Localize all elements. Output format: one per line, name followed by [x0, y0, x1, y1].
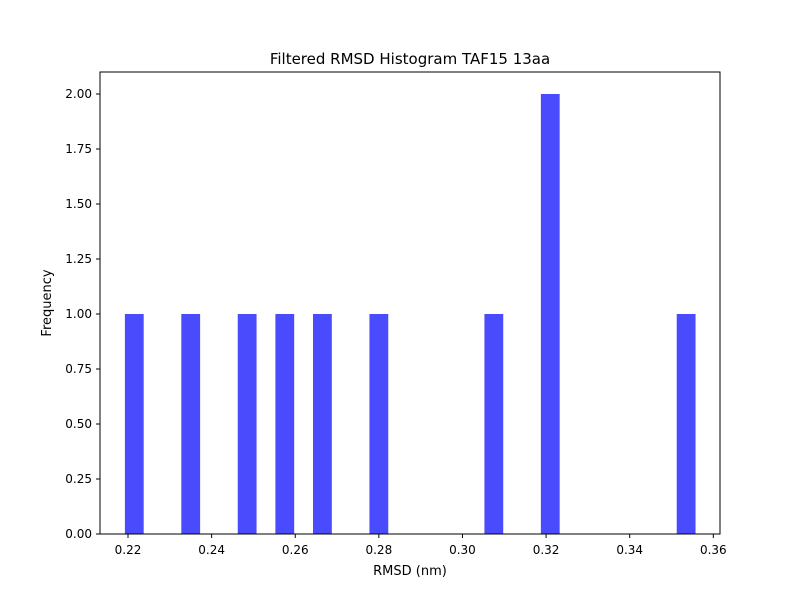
x-axis-ticks: 0.22 0.24 0.26 0.28 0.30 0.32 0.34 0.36: [115, 534, 727, 557]
histogram-bar-4: [313, 314, 332, 534]
y-tick-label-5: 1.25: [65, 252, 92, 266]
y-axis-label: Frequency: [40, 269, 55, 336]
bars-group: [124, 94, 696, 534]
y-tick-label-3: 0.75: [65, 362, 92, 376]
x-tick-label-7: 0.36: [700, 543, 727, 557]
y-axis-ticks: 0.00 0.25 0.50 0.75 1.00 1.25 1.50 1.75 2.00: [65, 87, 100, 541]
y-tick-label-8: 2.00: [65, 87, 92, 101]
y-tick-label-2: 0.50: [65, 417, 92, 431]
y-tick-label-4: 1.00: [65, 307, 92, 321]
histogram-bar-7: [540, 94, 560, 534]
x-tick-label-6: 0.34: [616, 543, 643, 557]
y-tick-label-6: 1.50: [65, 197, 92, 211]
y-tick-label-7: 1.75: [65, 142, 92, 156]
chart-title: Filtered RMSD Histogram TAF15 13aa: [270, 50, 550, 68]
y-tick-label-0: 0.00: [65, 527, 92, 541]
histogram-bar-2: [237, 314, 257, 534]
y-tick-label-1: 0.25: [65, 472, 92, 486]
x-tick-label-0: 0.22: [115, 543, 142, 557]
x-tick-label-5: 0.32: [533, 543, 560, 557]
histogram-bar-3: [275, 314, 295, 534]
plot-frame: [99, 71, 721, 535]
histogram-bar-5: [369, 314, 389, 534]
x-axis-label: RMSD (nm): [373, 564, 447, 579]
x-tick-label-4: 0.30: [449, 543, 476, 557]
histogram-bar-1: [181, 314, 201, 534]
histogram-bar-8: [676, 314, 696, 534]
x-tick-label-3: 0.28: [365, 543, 392, 557]
histogram-bar-0: [124, 314, 144, 534]
histogram-bar-6: [484, 314, 504, 534]
x-tick-label-2: 0.26: [282, 543, 309, 557]
x-tick-label-1: 0.24: [198, 543, 225, 557]
